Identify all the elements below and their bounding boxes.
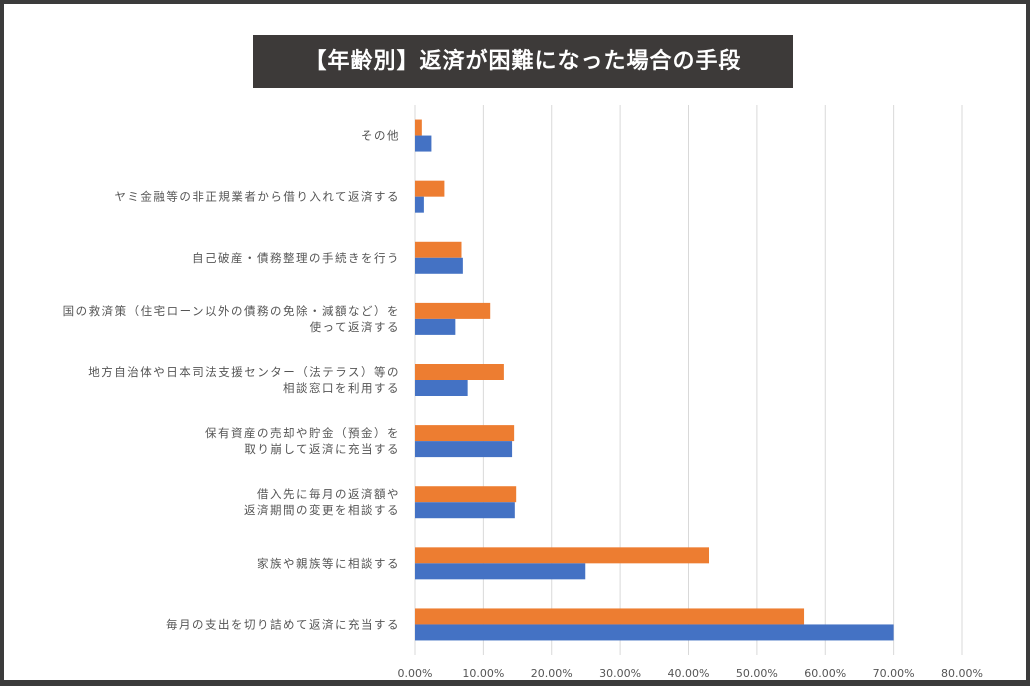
x-tick-label: 80.00% [941, 667, 983, 680]
bar [415, 364, 504, 380]
bar [415, 441, 513, 458]
bar [415, 425, 515, 442]
category-label: 毎月の支出を切り詰めて返済に充当する [166, 617, 400, 631]
category-label: 国の救済策（住宅ローン以外の債務の免除・減額など）を [63, 304, 400, 318]
x-tick-label: 30.00% [599, 667, 641, 680]
x-tick-label: 60.00% [804, 667, 846, 680]
category-label: 地方自治体や日本司法支援センター（法テラス）等の [88, 365, 400, 379]
category-label: 保有資産の売却や貯金（預金）を [205, 426, 400, 440]
bar [415, 486, 517, 503]
category-label: ヤミ金融等の非正規業者から借り入れて返済する [114, 190, 400, 204]
bar [415, 502, 515, 519]
bar [415, 547, 710, 564]
x-tick-label: 0.00% [398, 667, 433, 680]
category-label: 借入先に毎月の返済額や [257, 487, 400, 501]
bar [415, 180, 445, 197]
category-label: 取り崩して返済に充当する [244, 442, 400, 456]
bar [415, 318, 456, 335]
bar [415, 135, 432, 152]
bar [415, 119, 422, 136]
bar [415, 624, 894, 641]
x-tick-label: 40.00% [668, 667, 710, 680]
category-label: 自己破産・債務整理の手続きを行う [192, 251, 400, 265]
category-label: 使って返済する [310, 320, 400, 334]
bar [415, 380, 468, 396]
chart-title: 【年齢別】返済が困難になった場合の手段 [253, 35, 793, 88]
category-label: 相談窓口を利用する [283, 381, 400, 395]
bar [415, 563, 586, 580]
x-tick-label: 10.00% [462, 667, 504, 680]
bar [415, 241, 462, 258]
bar [415, 302, 491, 319]
category-label: 家族や親族等に相談する [257, 556, 400, 570]
bar [415, 608, 805, 625]
category-label: 返済期間の変更を相談する [244, 503, 400, 517]
x-tick-label: 70.00% [873, 667, 915, 680]
bar [415, 196, 424, 213]
category-label: その他 [361, 129, 400, 143]
bar [415, 257, 463, 274]
x-tick-label: 20.00% [531, 667, 573, 680]
x-tick-label: 50.00% [736, 667, 778, 680]
